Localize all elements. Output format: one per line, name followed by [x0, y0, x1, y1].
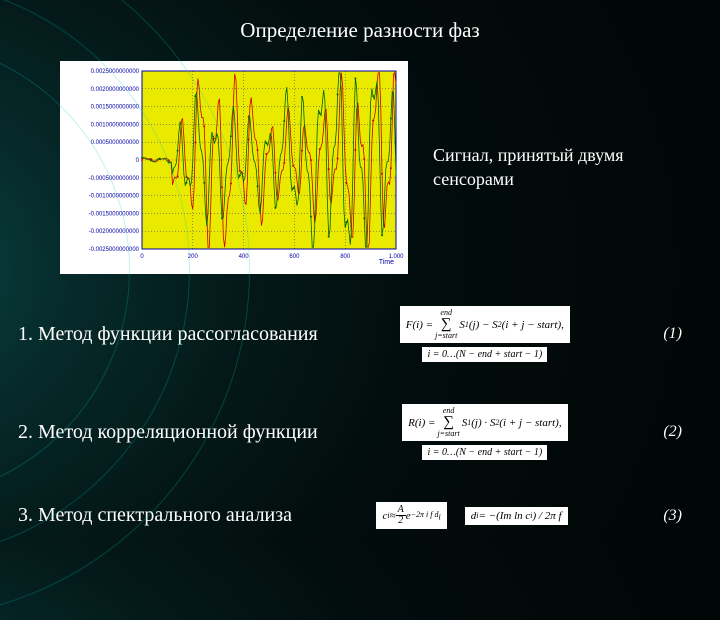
formula-col: F(i) = end∑j=start S1(j) − S2(i + j − st…: [400, 306, 570, 362]
formula-sub: i = 0…(N − end + start − 1): [422, 347, 547, 362]
svg-text:Time: Time: [379, 259, 394, 265]
svg-text:800: 800: [340, 254, 351, 260]
equation-number: (3): [652, 507, 682, 525]
formula: di = −(Im ln ci) / 2π f: [465, 507, 568, 525]
formula-main: F(i) = end∑j=start S1(j) − S2(i + j − st…: [400, 306, 570, 343]
formula-col: R(i) = end∑j=start S1(j) · S2(i + j − st…: [402, 404, 567, 460]
formula-col: ci ≈ A2 e−2π i f di di = −(Im ln ci) / 2π…: [376, 502, 567, 529]
equation-number: (1): [652, 325, 682, 343]
formula-sub: i = 0…(N − end + start − 1): [422, 445, 547, 460]
equation-number: (2): [652, 423, 682, 441]
chart-caption: Сигнал, принятый двумя сенсорами: [433, 144, 653, 191]
formula-main: R(i) = end∑j=start S1(j) · S2(i + j − st…: [402, 404, 567, 441]
svg-text:600: 600: [289, 254, 300, 260]
formula: ci ≈ A2 e−2π i f di: [376, 502, 446, 529]
